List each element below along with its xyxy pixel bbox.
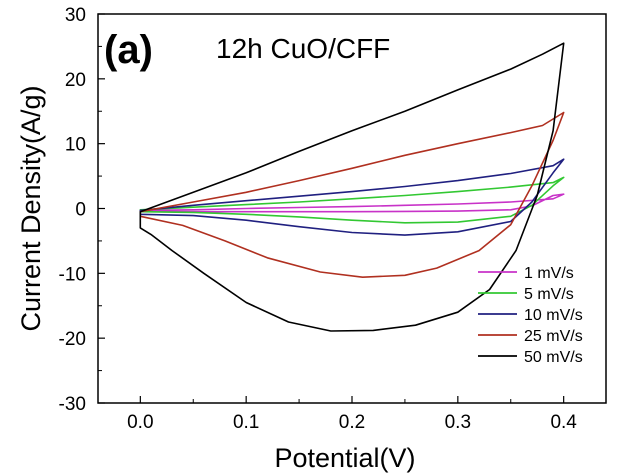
y-tick-label: 20 bbox=[65, 70, 86, 91]
series-line-1-mv-s bbox=[139, 193, 565, 213]
sample-annotation: 12h CuO/CFF bbox=[216, 33, 390, 64]
y-tick-label: -20 bbox=[59, 329, 86, 350]
legend: 1 mV/s 5 mV/s 10 mV/s 25 mV/s 50 mV/s bbox=[478, 265, 583, 366]
x-tick-label: 0.1 bbox=[233, 412, 259, 433]
legend-label: 10 mV/s bbox=[524, 307, 583, 324]
x-tick-label: 0.0 bbox=[127, 412, 153, 433]
tick-labels: 0.0 0.1 0.2 0.3 0.4 30 20 10 0 -10 -20 -30 bbox=[59, 5, 578, 433]
y-tick-label: 0 bbox=[75, 200, 86, 221]
panel-label: (a) bbox=[104, 28, 153, 72]
y-tick-label: 10 bbox=[65, 135, 86, 156]
y-tick-label: 30 bbox=[65, 5, 86, 26]
series-line-10-mv-s bbox=[139, 158, 565, 236]
y-tick-label: -30 bbox=[59, 394, 86, 415]
plot-frame bbox=[97, 13, 607, 404]
legend-label: 50 mV/s bbox=[524, 349, 583, 366]
legend-label: 5 mV/s bbox=[524, 286, 574, 303]
x-tick-label: 0.3 bbox=[445, 412, 471, 433]
legend-label: 25 mV/s bbox=[524, 328, 583, 345]
series-line-5-mv-s bbox=[139, 176, 565, 224]
y-tick-label: -10 bbox=[59, 264, 86, 285]
legend-label: 1 mV/s bbox=[524, 265, 574, 282]
y-axis-title: Current Density(A/g) bbox=[16, 85, 46, 331]
series-line-25-mv-s bbox=[139, 111, 565, 278]
x-axis-title: Potential(V) bbox=[274, 443, 415, 473]
series-curves bbox=[139, 42, 565, 332]
x-tick-label: 0.4 bbox=[550, 412, 577, 433]
series-line-50-mv-s bbox=[139, 42, 565, 332]
x-tick-label: 0.2 bbox=[339, 412, 365, 433]
